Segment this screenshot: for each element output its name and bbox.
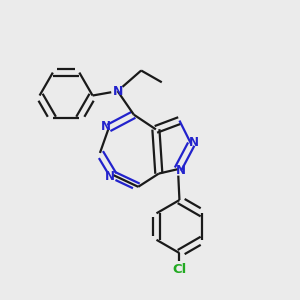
Text: N: N [189,136,199,149]
Text: N: N [112,85,123,98]
Text: N: N [101,120,111,133]
Text: N: N [176,164,186,177]
Text: Cl: Cl [172,263,187,276]
Text: N: N [105,170,115,183]
